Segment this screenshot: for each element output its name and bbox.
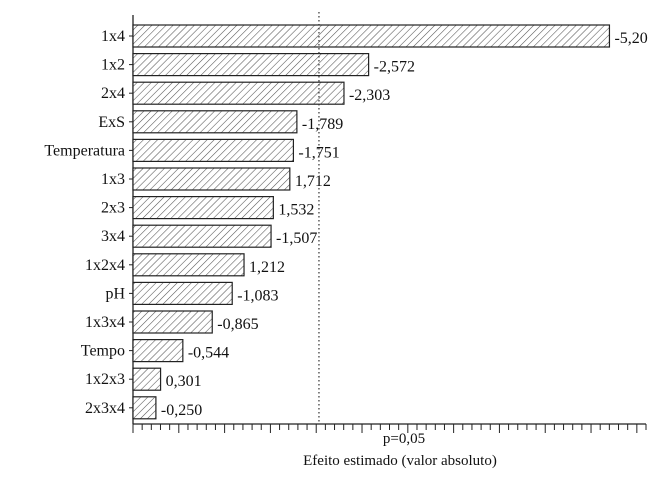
category-label: 3x4 xyxy=(101,228,125,245)
value-label: 1,712 xyxy=(295,173,331,190)
bar xyxy=(132,396,157,420)
bar xyxy=(132,339,184,363)
bar xyxy=(132,253,245,277)
plot-area: 1x4 -5,201 1x2 -2,572 2x4 -2,303 ExS -1,789 Temp… xyxy=(44,12,649,433)
reference-line-label: p=0,05 xyxy=(383,431,425,447)
bar xyxy=(132,110,298,134)
value-label: 1,532 xyxy=(278,202,314,219)
bar xyxy=(132,24,611,48)
bar xyxy=(132,196,274,220)
bar xyxy=(132,138,295,162)
bar xyxy=(132,281,233,305)
category-label: Temperatura xyxy=(44,142,125,159)
value-label: -1,507 xyxy=(276,230,317,247)
value-label: -1,789 xyxy=(302,116,343,133)
category-label: 1x3x4 xyxy=(85,314,125,331)
bar xyxy=(132,167,291,191)
value-label: 0,301 xyxy=(166,373,202,390)
bar xyxy=(132,52,370,77)
x-axis-title: Efeito estimado (valor absoluto) xyxy=(303,453,497,469)
bar xyxy=(132,367,162,391)
category-label: 1x2x3 xyxy=(85,371,125,388)
value-label: -2,572 xyxy=(374,59,415,76)
value-label: -0,250 xyxy=(161,402,202,419)
bar xyxy=(132,81,345,105)
value-label: -5,201 xyxy=(614,30,649,47)
value-label: 1,212 xyxy=(249,259,285,276)
bar xyxy=(132,224,272,248)
value-label: -0,544 xyxy=(188,345,229,362)
category-label: 2x4 xyxy=(101,85,125,102)
category-label: 2x3 xyxy=(101,200,125,217)
value-label: -2,303 xyxy=(349,87,390,104)
category-label: 1x2x4 xyxy=(85,257,125,274)
value-label: -1,083 xyxy=(237,287,278,304)
category-label: Tempo xyxy=(81,343,125,360)
category-label: 2x3x4 xyxy=(85,400,125,417)
value-label: -0,865 xyxy=(217,316,258,333)
category-label: 1x4 xyxy=(101,28,125,45)
bar xyxy=(132,310,213,334)
category-label: 1x3 xyxy=(101,171,125,188)
category-label: 1x2 xyxy=(101,57,125,74)
category-label: ExS xyxy=(98,114,125,131)
category-label: pH xyxy=(105,285,125,302)
